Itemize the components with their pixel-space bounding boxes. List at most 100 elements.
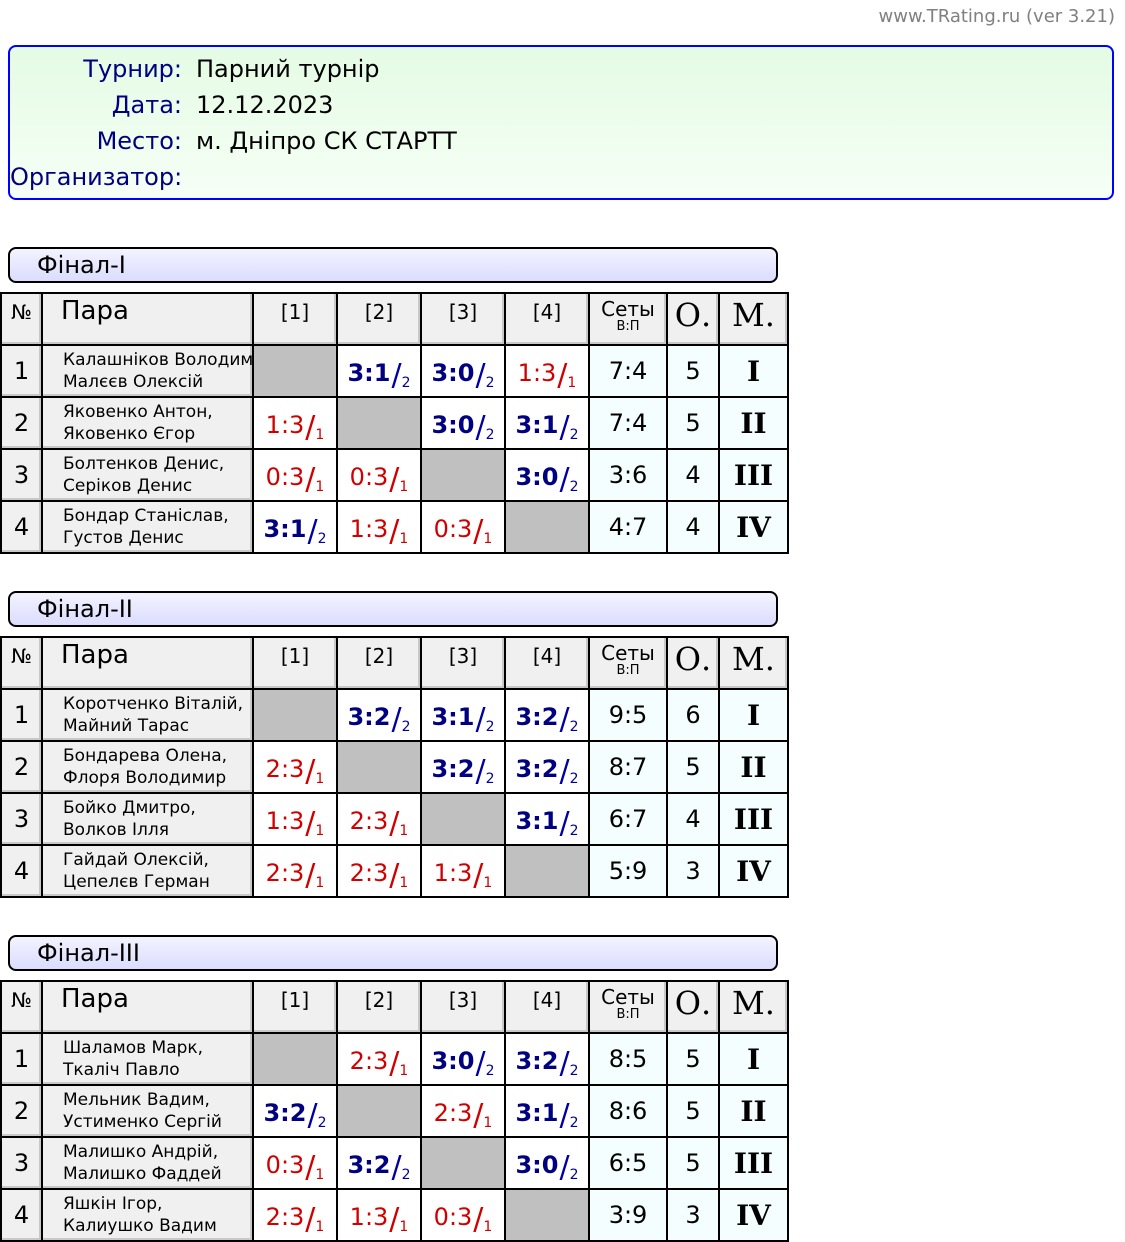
sets-total: 3:9 bbox=[588, 1188, 668, 1242]
match-points: 1 bbox=[399, 874, 409, 891]
match-points: 1 bbox=[315, 874, 325, 891]
score: 0:3 bbox=[265, 1150, 305, 1179]
pair-names: Мельник Вадим, Устименко Сергій bbox=[41, 1084, 254, 1138]
pair-names: Коротченко Віталій, Майний Тарас bbox=[41, 688, 254, 742]
player-2: Флоря Володимир bbox=[63, 768, 227, 788]
version-link[interactable]: www.TRating.ru (ver 3.21) bbox=[878, 6, 1116, 27]
table-row: 2 Яковенко Антон, Яковенко Єгор 1:3/1 3:0/2… bbox=[0, 396, 789, 450]
slash: / bbox=[391, 1149, 402, 1185]
score: 3:2 bbox=[347, 1150, 391, 1179]
slash: / bbox=[389, 805, 400, 841]
header-points: О. bbox=[666, 980, 720, 1034]
player-1: Малишко Андрій, bbox=[63, 1142, 219, 1162]
match-score: 3:1/2 bbox=[336, 344, 422, 398]
match-points: 2 bbox=[569, 822, 579, 839]
self-cell bbox=[504, 1188, 590, 1242]
points-total: 3 bbox=[666, 1188, 720, 1242]
score: 1:3 bbox=[265, 410, 305, 439]
row-num: 4 bbox=[0, 1188, 43, 1242]
slash: / bbox=[473, 1097, 484, 1133]
player-2: Майний Тарас bbox=[63, 716, 190, 736]
points-total: 5 bbox=[666, 1032, 720, 1086]
player-1: Мельник Вадим, bbox=[63, 1090, 210, 1110]
match-points: 2 bbox=[485, 1062, 495, 1079]
slash: / bbox=[475, 1045, 486, 1081]
slash: / bbox=[559, 753, 570, 789]
header-points: О. bbox=[666, 636, 720, 690]
header-sets: Сеты В:П bbox=[588, 292, 668, 346]
player-1: Шаламов Марк, bbox=[63, 1038, 204, 1058]
match-score: 0:3/1 bbox=[420, 500, 506, 554]
slash: / bbox=[559, 1045, 570, 1081]
slash: / bbox=[305, 1201, 316, 1237]
match-points: 2 bbox=[569, 718, 579, 735]
self-cell bbox=[252, 1032, 338, 1086]
player-2: Волков Ілля bbox=[63, 820, 169, 840]
header-place: М. bbox=[718, 292, 789, 346]
score: 3:0 bbox=[431, 358, 475, 387]
info-value: м. Дніпро СК СТАРТТ bbox=[196, 127, 457, 155]
match-score: 3:1/2 bbox=[504, 1084, 590, 1138]
sets-total: 5:9 bbox=[588, 844, 668, 898]
points-total: 5 bbox=[666, 344, 720, 398]
place: IV bbox=[718, 844, 789, 898]
points-total: 5 bbox=[666, 740, 720, 794]
table-row: 4 Гайдай Олексій, Цепелєв Герман 2:3/1 2:3/… bbox=[0, 844, 789, 898]
score: 3:2 bbox=[515, 754, 559, 783]
slash: / bbox=[307, 1097, 318, 1133]
score: 3:1 bbox=[263, 514, 307, 543]
score: 0:3 bbox=[349, 462, 389, 491]
slash: / bbox=[559, 701, 570, 737]
header-opponent: [4] bbox=[504, 636, 590, 690]
score: 2:3 bbox=[265, 858, 305, 887]
header-num: № bbox=[0, 980, 43, 1034]
match-points: 2 bbox=[569, 1114, 579, 1131]
table-row: 4 Яшкін Ігор, Калиушко Вадим 2:3/1 1:3/1 0:3… bbox=[0, 1188, 789, 1242]
match-points: 2 bbox=[569, 1166, 579, 1183]
match-points: 1 bbox=[399, 530, 409, 547]
player-2: Серіков Денис bbox=[63, 476, 193, 496]
player-1: Яшкін Ігор, bbox=[63, 1194, 163, 1214]
match-points: 2 bbox=[401, 1166, 411, 1183]
place: II bbox=[718, 1084, 789, 1138]
match-points: 2 bbox=[317, 1114, 327, 1131]
header-num: № bbox=[0, 292, 43, 346]
slash: / bbox=[389, 461, 400, 497]
pair-names: Калашніков Володимир,Малєєв Олексій bbox=[41, 344, 254, 398]
header-place: М. bbox=[718, 980, 789, 1034]
score: 2:3 bbox=[265, 1202, 305, 1231]
self-cell bbox=[252, 344, 338, 398]
match-points: 2 bbox=[485, 426, 495, 443]
place: II bbox=[718, 740, 789, 794]
score: 3:2 bbox=[347, 702, 391, 731]
match-score: 2:3/1 bbox=[252, 844, 338, 898]
points-total: 3 bbox=[666, 844, 720, 898]
match-points: 2 bbox=[485, 374, 495, 391]
score: 1:3 bbox=[349, 1202, 389, 1231]
match-points: 1 bbox=[483, 1114, 493, 1131]
match-points: 2 bbox=[569, 478, 579, 495]
player-1: Калашніков Володимир, bbox=[63, 350, 253, 370]
match-score: 3:1/2 bbox=[420, 688, 506, 742]
info-value: Парний турнір bbox=[196, 55, 380, 83]
match-score: 2:3/1 bbox=[336, 792, 422, 846]
slash: / bbox=[559, 409, 570, 445]
slash: / bbox=[559, 1149, 570, 1185]
pair-names: Гайдай Олексій, Цепелєв Герман bbox=[41, 844, 254, 898]
score: 2:3 bbox=[349, 806, 389, 835]
row-num: 2 bbox=[0, 1084, 43, 1138]
group-title: Фінал-I bbox=[8, 247, 778, 283]
player-2: Калиушко Вадим bbox=[63, 1216, 217, 1236]
player-1: Бойко Дмитро, bbox=[63, 798, 196, 818]
header-sets-label: Сеты bbox=[601, 297, 655, 321]
group-title: Фінал-II bbox=[8, 591, 778, 627]
player-1: Бондар Станіслав, bbox=[63, 506, 229, 526]
match-score: 1:3/1 bbox=[504, 344, 590, 398]
player-2: Малишко Фаддей bbox=[63, 1164, 222, 1184]
match-points: 1 bbox=[315, 426, 325, 443]
row-num: 1 bbox=[0, 344, 43, 398]
player-1: Гайдай Олексій, bbox=[63, 850, 209, 870]
points-total: 4 bbox=[666, 792, 720, 846]
score: 1:3 bbox=[433, 858, 473, 887]
self-cell bbox=[252, 688, 338, 742]
